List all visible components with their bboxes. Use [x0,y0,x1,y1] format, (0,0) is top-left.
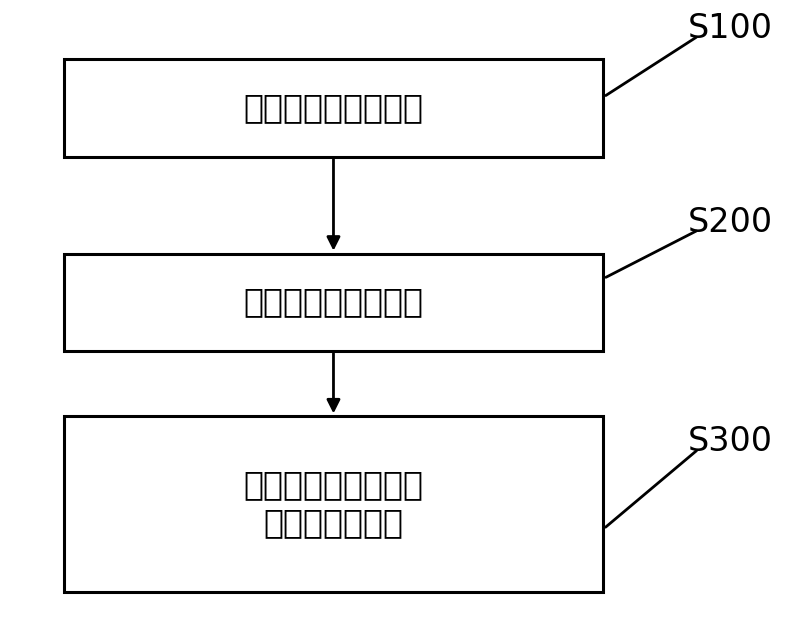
Text: S200: S200 [688,206,773,239]
Bar [64,59,603,156]
Bar [64,416,603,592]
Bar [64,254,603,351]
Text: 对长度计数值和厚度
测量值进行匹配: 对长度计数值和厚度 测量值进行匹配 [244,468,423,540]
Text: 对锌层厚度进行测量: 对锌层厚度进行测量 [244,285,423,319]
Text: S300: S300 [688,425,773,458]
Text: 对带钢长度进行计数: 对带钢长度进行计数 [244,91,423,125]
Text: S100: S100 [688,12,773,44]
